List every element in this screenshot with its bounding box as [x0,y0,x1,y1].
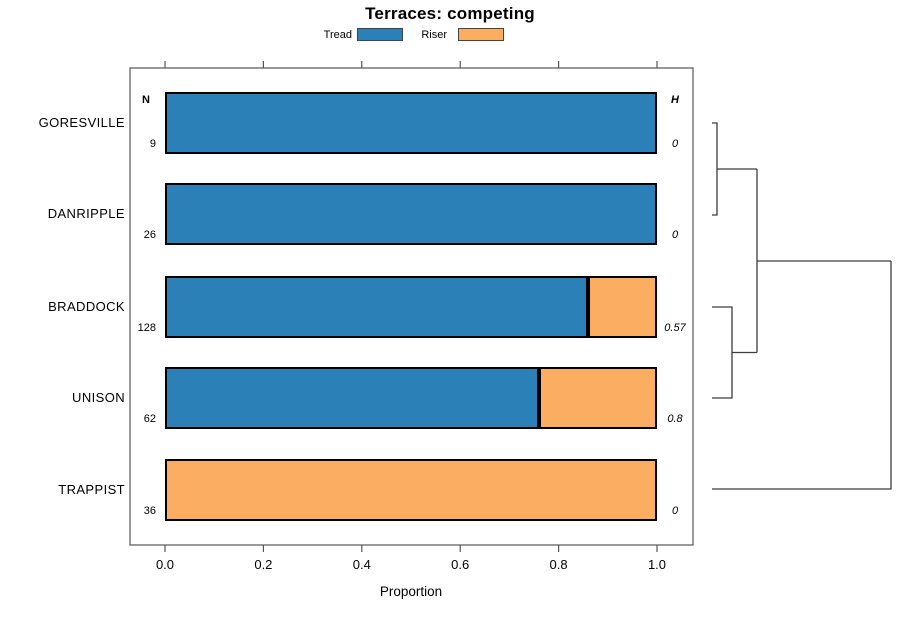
bar-segment-riser [538,367,657,429]
n-value: 26 [143,229,156,241]
category-label: DANRIPPLE [47,206,125,221]
bar-segment-tread [165,183,657,245]
x-tick-label: 0.6 [451,557,470,572]
bar-segment-tread [165,367,539,429]
x-tick-label: 0.4 [352,557,371,572]
dendrogram-branch [712,306,733,399]
n-value: 128 [137,322,156,334]
x-tick-label: 1.0 [647,557,667,572]
x-tick-label: 0.2 [254,557,273,572]
bar-segment-tread [165,276,589,338]
legend-label-tread: Tread [323,29,352,41]
x-tick-label: 0.8 [549,557,568,572]
dendrogram-branch [712,122,718,216]
h-value: 0.8 [667,413,683,425]
n-value: 62 [143,413,156,425]
bar-segment-riser [588,276,657,338]
n-value: 36 [143,505,156,517]
h-column-header: H [671,94,679,106]
x-axis-label: Proportion [379,584,443,599]
n-column-header: N [142,94,150,106]
category-label: TRAPPIST [58,482,125,497]
bar-segment-tread [165,92,657,154]
h-value: 0.57 [664,322,686,334]
chart-title: Terraces: competing [365,4,535,23]
legend-swatch-tread [357,28,403,41]
h-value: 0 [671,505,679,517]
x-tick-label: 0.0 [155,557,175,572]
dendrogram-branch [712,261,892,490]
category-label: UNISON [72,390,125,405]
category-label: GORESVILLE [38,115,125,130]
h-value: 0 [671,138,679,150]
legend-label-riser: Riser [421,29,447,41]
h-value: 0 [671,229,679,241]
legend-swatch-riser [458,28,504,41]
bar-segment-riser [165,459,657,521]
category-label: BRADDOCK [48,299,125,314]
n-value: 9 [149,138,156,150]
